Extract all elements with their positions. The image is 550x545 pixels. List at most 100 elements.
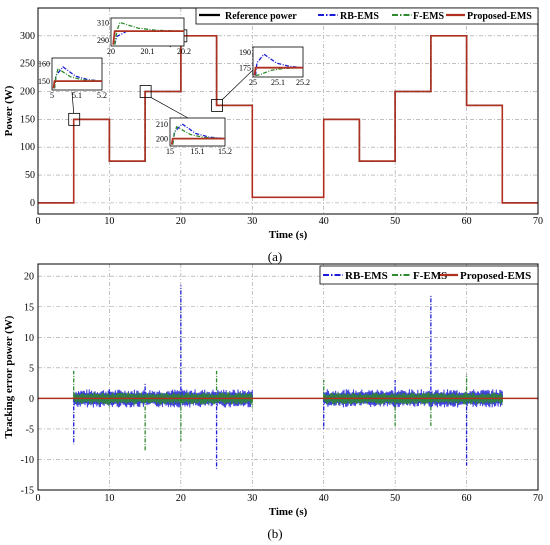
inset-line-rb-ems bbox=[254, 53, 304, 76]
legend-b: RB-EMS F-EMS Proposed-EMS bbox=[319, 265, 539, 285]
y-tick-label-b: 15 bbox=[24, 302, 34, 313]
x-tick-label-b: 0 bbox=[36, 493, 41, 504]
y-tick-label-a: 300 bbox=[20, 31, 35, 42]
inset-line-f-ems bbox=[172, 125, 226, 145]
y-tick-label-b: -5 bbox=[26, 424, 34, 435]
y-axis-label-b: Tracking error power (W) bbox=[3, 315, 15, 438]
y-tick-label-a: 250 bbox=[20, 59, 35, 70]
noise-band-f-ems bbox=[73, 392, 253, 405]
y-axis-label-a: Power (W) bbox=[3, 85, 15, 136]
legend-a-label-reference: Reference power bbox=[225, 11, 297, 22]
inset-line-proposed-ems bbox=[253, 66, 303, 76]
inset-line-proposed-ems bbox=[112, 30, 184, 45]
x-tick-label-a: 50 bbox=[390, 216, 400, 227]
x-tick-label-a: 70 bbox=[533, 216, 543, 227]
panel-b: 0 10 20 30 40 50 60 70 -15 -10 -5 0 5 10 15 20 Time (s)… bbox=[3, 263, 543, 541]
y-tick-label-a: 200 bbox=[20, 87, 35, 98]
y-tick-label-a: 0 bbox=[30, 198, 35, 209]
y-tick-label-a: 50 bbox=[25, 170, 35, 181]
inset-x-tick: 15.2 bbox=[218, 147, 232, 156]
inset-z15: 15 15.1 15.2 200 210 bbox=[156, 117, 232, 156]
inset-y-tick: 190 bbox=[239, 48, 251, 57]
inset-line-proposed-ems bbox=[52, 80, 102, 89]
zoom-pointer bbox=[71, 91, 75, 114]
inset-z25: 25 25.1 25.2 175 190 bbox=[239, 46, 310, 87]
x-tick-label-b: 60 bbox=[462, 493, 472, 504]
x-tick-label-a: 20 bbox=[176, 216, 186, 227]
ticks-b: 0 10 20 30 40 50 60 70 -15 -10 -5 0 5 10 15 20 bbox=[21, 272, 543, 504]
noise-band-f-ems bbox=[323, 392, 503, 405]
zoom-pointer bbox=[222, 65, 258, 100]
x-axis-label-a: Time (s) bbox=[269, 229, 308, 241]
x-tick-label-a: 0 bbox=[36, 216, 41, 227]
inset-line-proposed-ems bbox=[170, 137, 225, 145]
legend-b-label-proposed: Proposed-EMS bbox=[460, 270, 531, 282]
inset-y-tick: 210 bbox=[156, 120, 168, 129]
x-tick-label-a: 30 bbox=[247, 216, 257, 227]
inset-y-tick: 150 bbox=[38, 77, 50, 86]
y-tick-label-b: -10 bbox=[21, 455, 34, 466]
inset-x-tick: 5.2 bbox=[97, 91, 107, 100]
inset-y-tick: 175 bbox=[239, 64, 251, 73]
inset-y-tick: 310 bbox=[97, 18, 109, 27]
inset-y-tick: 160 bbox=[38, 59, 50, 68]
y-tick-label-a: 150 bbox=[20, 114, 35, 125]
zoom-marker bbox=[68, 112, 81, 126]
x-tick-label-b: 70 bbox=[533, 493, 543, 504]
inset-x-tick: 15.1 bbox=[191, 147, 205, 156]
x-tick-label-b: 30 bbox=[247, 493, 257, 504]
inset-x-tick: 25.2 bbox=[296, 78, 310, 87]
inset-x-tick: 25.1 bbox=[271, 78, 285, 87]
inset-frame bbox=[252, 46, 304, 78]
inset-z20: 20 20.1 20.2 290 310 bbox=[97, 17, 191, 56]
inset-frame bbox=[51, 57, 103, 91]
inset-frame bbox=[169, 117, 226, 147]
inset-y-tick: 290 bbox=[97, 36, 109, 45]
inset-x-tick: 5 bbox=[50, 91, 54, 100]
inset-line-f-ems bbox=[53, 67, 103, 89]
legend-a: Reference power RB-EMS F-EMS Proposed-EM… bbox=[195, 7, 539, 25]
zoom-insets: 5 5.1 5.2 150 160 20 20.1 20.2 290 310 15 15.1 15.2 2… bbox=[38, 17, 310, 156]
zoom-marker bbox=[139, 85, 152, 98]
inset-x-tick: 20.2 bbox=[177, 47, 191, 56]
x-tick-label-b: 40 bbox=[319, 493, 329, 504]
legend-a-label-proposed: Proposed-EMS bbox=[467, 11, 532, 22]
y-tick-label-b: 5 bbox=[29, 363, 34, 374]
x-tick-label-b: 10 bbox=[104, 493, 114, 504]
legend-b-box bbox=[319, 265, 539, 285]
inset-z5: 5 5.1 5.2 150 160 bbox=[38, 57, 107, 100]
x-tick-label-a: 10 bbox=[104, 216, 114, 227]
noise-band-rb-ems bbox=[323, 389, 503, 408]
zoom-marker bbox=[211, 99, 223, 112]
inset-y-tick: 200 bbox=[156, 135, 168, 144]
series-line-proposed-ems bbox=[38, 34, 538, 204]
x-tick-label-a: 40 bbox=[319, 216, 329, 227]
legend-a-box bbox=[195, 7, 539, 25]
legend-a-label-f: F-EMS bbox=[413, 11, 445, 22]
x-tick-label-a: 60 bbox=[462, 216, 472, 227]
x-axis-label-b: Time (s) bbox=[269, 506, 308, 518]
legend-b-label-f: F-EMS bbox=[413, 270, 447, 282]
inset-x-tick: 20 bbox=[107, 47, 115, 56]
panel-label-a: (a) bbox=[268, 249, 282, 264]
legend-a-label-rb: RB-EMS bbox=[340, 11, 379, 22]
panel-label-b: (b) bbox=[267, 526, 282, 541]
y-tick-label-b: -15 bbox=[21, 486, 34, 497]
x-tick-label-b: 50 bbox=[390, 493, 400, 504]
legend-b-label-rb: RB-EMS bbox=[345, 270, 388, 282]
zoom-pointer bbox=[150, 97, 189, 119]
inset-x-tick: 25 bbox=[249, 78, 257, 87]
y-tick-label-b: 20 bbox=[24, 272, 34, 283]
inset-x-tick: 20.1 bbox=[141, 47, 155, 56]
plot-frame-b bbox=[37, 263, 539, 491]
x-tick-label-b: 20 bbox=[176, 493, 186, 504]
y-tick-label-b: 0 bbox=[29, 394, 34, 405]
series-lines-a bbox=[38, 34, 538, 204]
inset-x-tick: 5.1 bbox=[72, 91, 82, 100]
inset-x-tick: 15 bbox=[166, 147, 174, 156]
y-tick-label-a: 100 bbox=[20, 142, 35, 153]
series-lines-b bbox=[38, 285, 538, 469]
